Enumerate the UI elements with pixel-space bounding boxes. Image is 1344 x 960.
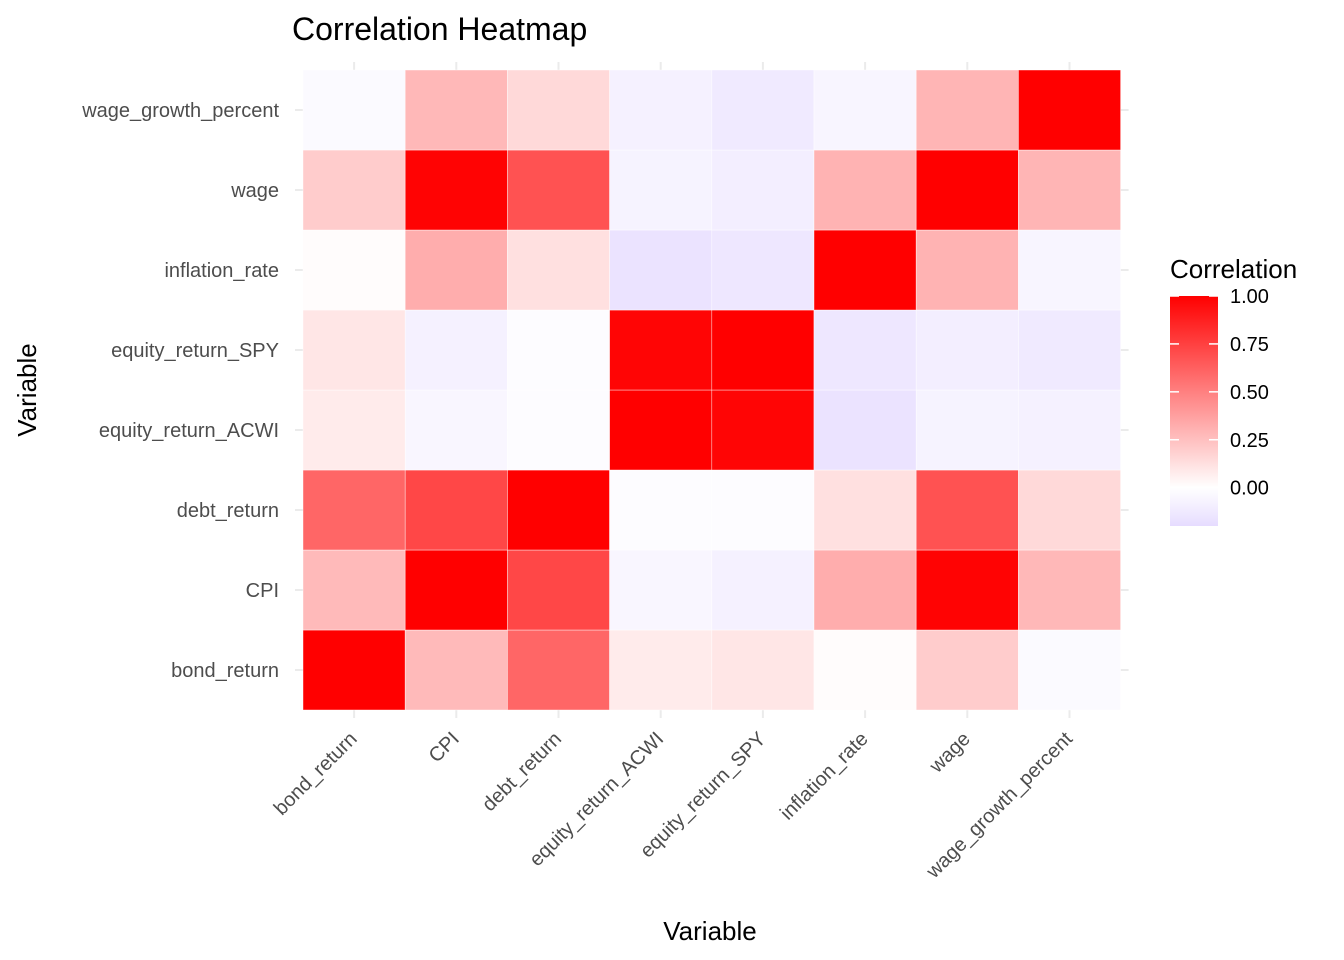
heatmap-cell — [404, 229, 508, 311]
heatmap-cell — [404, 629, 508, 711]
heatmap-cell — [609, 549, 713, 631]
heatmap-cell — [302, 469, 406, 551]
heatmap-cell — [609, 389, 713, 471]
legend-tick-label: 0.75 — [1230, 334, 1269, 356]
heatmap-cell — [711, 629, 815, 711]
heatmap-cell — [302, 629, 406, 711]
heatmap-cell — [915, 389, 1019, 471]
x-tick-label: bond_return — [270, 728, 362, 820]
legend-colorbar — [1170, 296, 1218, 526]
legend: Correlation 1.00 0.75 0.50 0.25 0.00 — [1170, 254, 1297, 526]
heatmap-cell — [609, 469, 713, 551]
heatmap-cell — [609, 69, 713, 151]
heatmap-cell — [915, 629, 1019, 711]
heatmap-cell — [915, 549, 1019, 631]
heatmap-cell — [609, 309, 713, 391]
heatmap-cell — [302, 69, 406, 151]
heatmap-cell — [813, 469, 917, 551]
heatmap-cell — [711, 149, 815, 231]
x-tick-label: wage — [925, 728, 975, 778]
heatmap-cell — [609, 149, 713, 231]
heatmap-cell — [404, 389, 508, 471]
heatmap-cell — [711, 69, 815, 151]
y-tick-label: equity_return_SPY — [111, 340, 279, 362]
heatmap-cell — [813, 629, 917, 711]
legend-tick-label: 1.00 — [1230, 286, 1269, 308]
heatmap-cell — [1018, 229, 1121, 311]
heatmap-cell — [915, 229, 1019, 311]
heatmap-cell — [813, 549, 917, 631]
heatmap-cell — [1018, 69, 1121, 151]
y-axis-tick-labels: bond_return CPI debt_return equity_return_A… — [81, 100, 279, 682]
x-tick-label: inflation_rate — [776, 728, 873, 825]
heatmap-cell — [609, 229, 713, 311]
heatmap-cell — [1018, 549, 1121, 631]
y-tick-label: equity_return_ACWI — [99, 420, 279, 442]
heatmap-cell — [813, 309, 917, 391]
heatmap-cell — [507, 69, 610, 151]
heatmap-cell — [507, 389, 610, 471]
heatmap-cell — [404, 69, 508, 151]
heatmap-cell — [711, 229, 815, 311]
y-tick-label: inflation_rate — [164, 260, 279, 282]
heatmap-cell — [813, 69, 917, 151]
legend-tick-label: 0.25 — [1230, 430, 1269, 452]
y-tick-label: wage_growth_percent — [81, 100, 279, 122]
x-axis-tick-labels: bond_return CPI debt_returnequity_return_A… — [270, 728, 1078, 884]
heatmap-cell — [302, 389, 406, 471]
x-tick-label: debt_return — [478, 728, 566, 816]
heatmap-cell — [404, 149, 508, 231]
legend-title: Correlation — [1170, 254, 1297, 284]
heatmap-cell — [507, 149, 610, 231]
x-tick-label: CPI — [425, 728, 464, 767]
legend-tick-label: 0.50 — [1230, 382, 1269, 404]
heatmap-cell — [1018, 309, 1121, 391]
heatmap-cell — [711, 389, 815, 471]
heatmap-cell — [507, 469, 610, 551]
y-axis-title: Variable — [12, 343, 42, 436]
y-tick-label: debt_return — [177, 500, 279, 522]
heatmap-cell — [1018, 469, 1121, 551]
legend-ticks: 1.00 0.75 0.50 0.25 0.00 — [1170, 286, 1269, 500]
heatmap-cell — [302, 309, 406, 391]
heatmap-cell — [813, 229, 917, 311]
heatmap-cell — [507, 549, 610, 631]
heatmap-cell — [915, 469, 1019, 551]
heatmap-cell — [302, 229, 406, 311]
heatmap-cell — [813, 149, 917, 231]
heatmap-cell — [302, 549, 406, 631]
heatmap-cell — [404, 469, 508, 551]
heatmap-cell — [507, 629, 610, 711]
heatmap-cell — [507, 309, 610, 391]
chart-title: Correlation Heatmap — [292, 11, 587, 47]
y-tick-label: CPI — [246, 580, 279, 602]
heatmap-cell — [915, 69, 1019, 151]
heatmap-cell — [711, 469, 815, 551]
heatmap-cell — [1018, 149, 1121, 231]
heatmap-cell — [915, 149, 1019, 231]
heatmap-cell — [915, 309, 1019, 391]
heatmap-cells — [302, 69, 1121, 711]
y-tick-label: bond_return — [171, 660, 279, 682]
heatmap-cell — [404, 549, 508, 631]
heatmap-cell — [404, 309, 508, 391]
y-tick-label: wage — [230, 180, 279, 202]
heatmap-cell — [302, 149, 406, 231]
x-axis-title: Variable — [663, 916, 756, 946]
heatmap-cell — [1018, 629, 1121, 711]
legend-tick-label: 0.00 — [1230, 478, 1269, 500]
heatmap-cell — [507, 229, 610, 311]
heatmap-cell — [813, 389, 917, 471]
heatmap-cell — [711, 549, 815, 631]
heatmap-cell — [711, 309, 815, 391]
heatmap-cell — [1018, 389, 1121, 471]
heatmap-cell — [609, 629, 713, 711]
